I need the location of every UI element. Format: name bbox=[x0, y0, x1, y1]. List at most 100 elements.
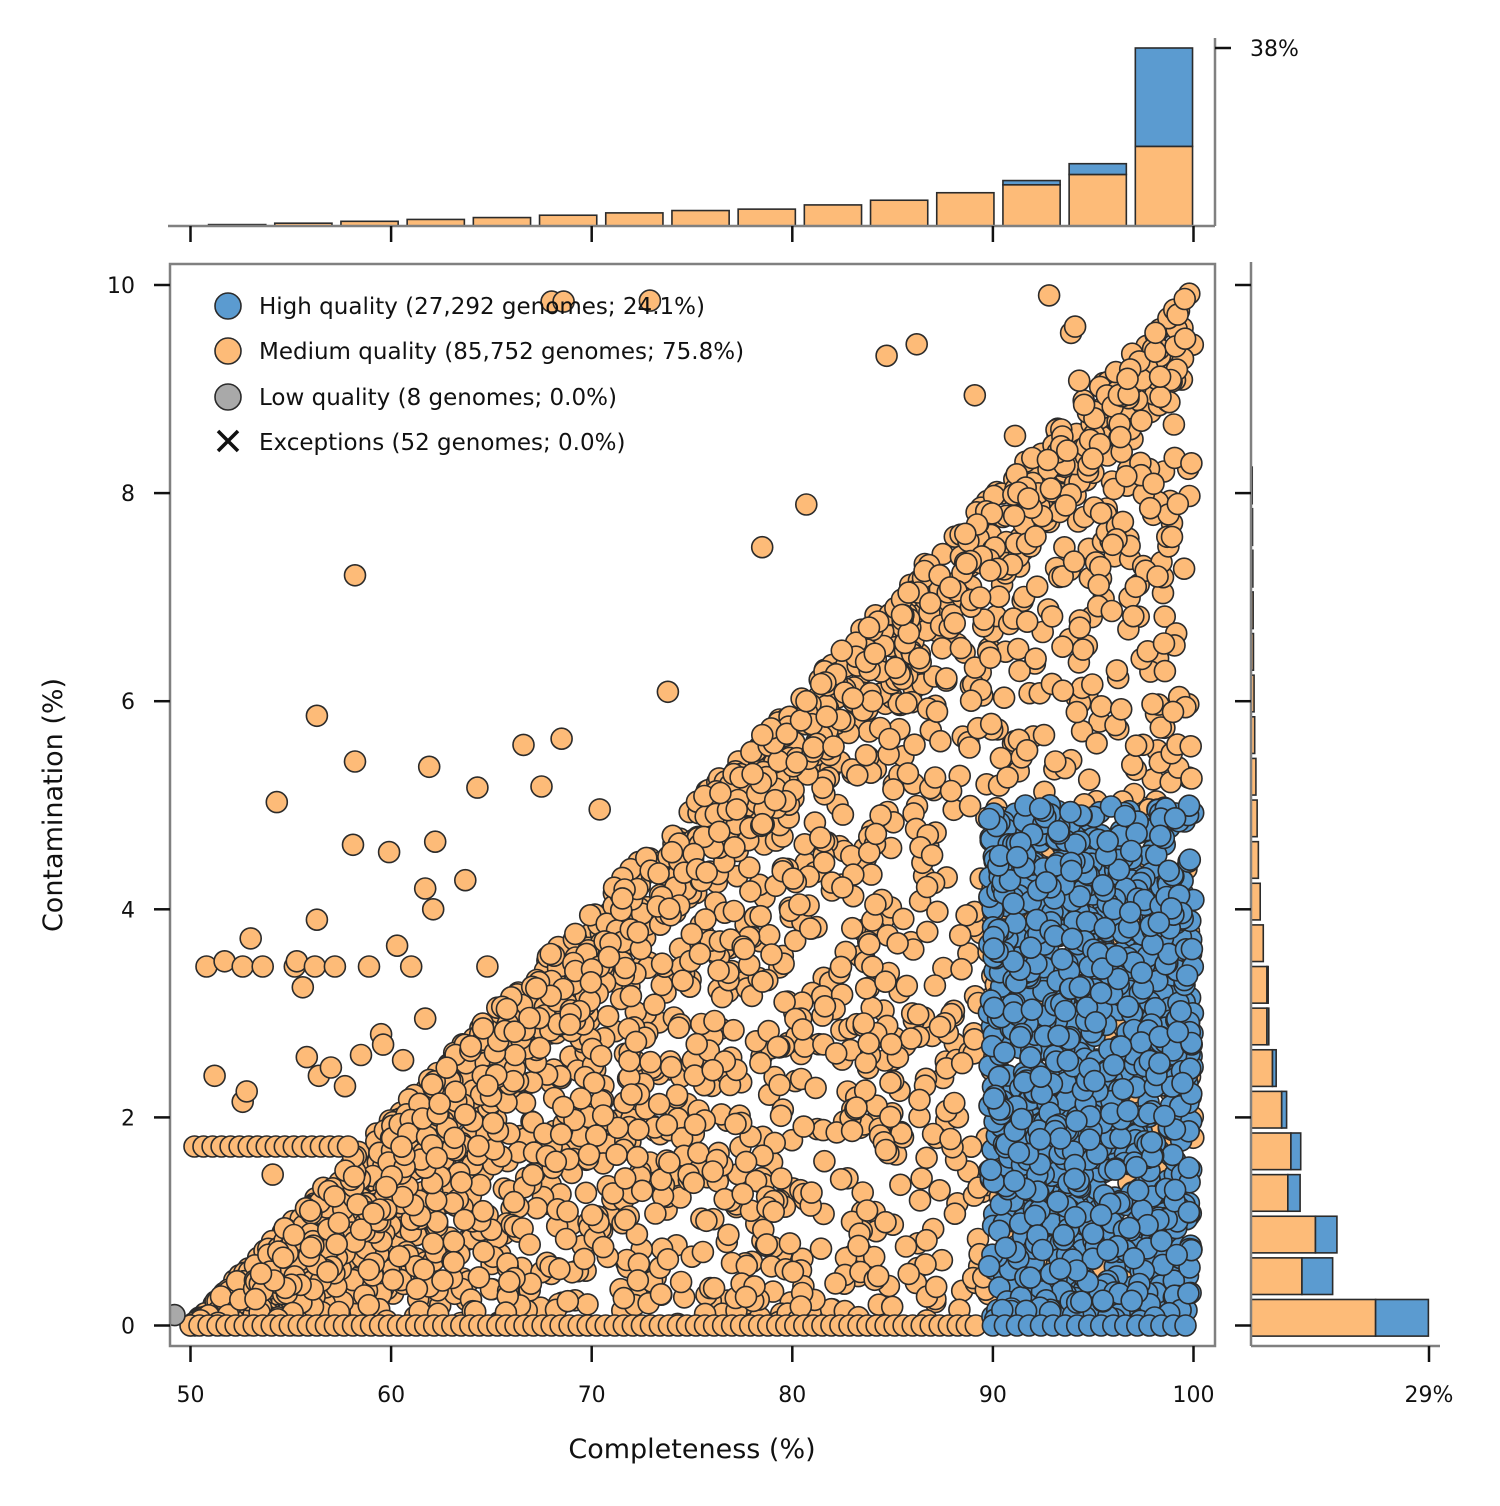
medium-quality-point bbox=[1172, 557, 1196, 581]
medium-quality-point bbox=[659, 1055, 683, 1079]
medium-quality-point bbox=[915, 1146, 938, 1170]
medium-quality-point bbox=[979, 712, 1003, 736]
legend-item-low-quality: Low quality (8 genomes; 0.0%) bbox=[214, 383, 617, 411]
medium-quality-point bbox=[671, 969, 694, 993]
medium-quality-point bbox=[626, 920, 650, 944]
high-quality-point bbox=[982, 996, 1006, 1020]
medium-quality-point bbox=[942, 1091, 966, 1115]
medium-quality-point bbox=[596, 1004, 620, 1028]
medium-quality-point bbox=[1003, 424, 1027, 448]
medium-quality-point bbox=[580, 1203, 604, 1227]
high-quality-point bbox=[998, 868, 1022, 892]
medium-quality-point bbox=[1051, 635, 1074, 659]
medium-quality-point bbox=[702, 1276, 726, 1300]
medium-quality-point bbox=[694, 908, 717, 931]
medium-quality-point bbox=[1109, 425, 1132, 449]
high-quality-point bbox=[1068, 975, 1092, 999]
medium-quality-point bbox=[423, 830, 447, 854]
medium-quality-point bbox=[591, 1104, 615, 1127]
medium-quality-point bbox=[795, 689, 818, 713]
high-quality-point bbox=[1165, 1243, 1188, 1267]
x-tick-label: 60 bbox=[377, 1383, 405, 1408]
high-quality-point bbox=[1091, 957, 1114, 980]
medium-quality-point bbox=[649, 1283, 673, 1306]
medium-quality-point bbox=[874, 1138, 898, 1162]
medium-quality-point bbox=[453, 868, 477, 892]
medium-quality-point bbox=[757, 923, 781, 947]
medium-quality-point bbox=[624, 1030, 648, 1054]
x-tick-label: 100 bbox=[1173, 1383, 1215, 1408]
medium-quality-point bbox=[385, 934, 409, 958]
high-quality-point bbox=[1109, 1035, 1133, 1058]
medium-quality-point bbox=[612, 1286, 636, 1310]
medium-quality-point bbox=[845, 763, 869, 787]
high-quality-point bbox=[979, 1158, 1003, 1181]
medium-quality-point bbox=[1051, 565, 1074, 588]
high-quality-point bbox=[1126, 1179, 1150, 1202]
medium-quality-point bbox=[874, 1210, 897, 1234]
medium-quality-point bbox=[924, 1275, 948, 1299]
high-quality-point bbox=[1081, 1222, 1105, 1245]
high-quality-point bbox=[1120, 1289, 1143, 1313]
marginal-x-bar-medium bbox=[737, 208, 797, 227]
high-quality-point bbox=[1109, 1126, 1132, 1150]
high-quality-point bbox=[1104, 1158, 1127, 1181]
medium-quality-point bbox=[606, 1116, 630, 1140]
medium-quality-point bbox=[886, 931, 909, 955]
medium-quality-point bbox=[521, 1163, 545, 1187]
medium-quality-point bbox=[588, 798, 612, 821]
medium-quality-point bbox=[357, 955, 381, 978]
medium-quality-point bbox=[1116, 367, 1139, 391]
medium-quality-point bbox=[327, 1211, 351, 1235]
medium-quality-point bbox=[265, 790, 289, 814]
medium-quality-point bbox=[950, 957, 973, 981]
legend-marker-high-quality bbox=[214, 292, 242, 320]
medium-quality-point bbox=[915, 875, 939, 899]
medium-quality-point bbox=[413, 877, 437, 900]
high-quality-point bbox=[1157, 859, 1180, 883]
medium-quality-point bbox=[908, 1088, 931, 1112]
medium-quality-point bbox=[863, 642, 887, 666]
high-quality-point bbox=[1153, 1104, 1176, 1128]
medium-quality-point bbox=[717, 1223, 740, 1247]
medium-quality-point bbox=[1002, 504, 1026, 528]
medium-quality-point bbox=[841, 686, 865, 710]
medium-quality-point bbox=[1081, 447, 1104, 470]
medium-quality-point bbox=[576, 1293, 599, 1316]
high-quality-point bbox=[1091, 1289, 1115, 1312]
high-quality-point bbox=[1166, 1020, 1190, 1044]
medium-quality-point bbox=[792, 1115, 816, 1138]
high-quality-point bbox=[1002, 892, 1025, 915]
medium-quality-point bbox=[722, 1018, 745, 1042]
high-quality-point bbox=[1023, 1204, 1047, 1228]
medium-quality-point bbox=[695, 1209, 718, 1233]
medium-quality-point bbox=[471, 1017, 495, 1040]
medium-quality-point bbox=[682, 1171, 706, 1195]
medium-quality-point bbox=[1032, 723, 1056, 747]
medium-quality-point bbox=[644, 1202, 667, 1225]
medium-quality-point bbox=[1100, 599, 1124, 623]
high-quality-point bbox=[1130, 961, 1153, 985]
marginal-x-ticks bbox=[189, 226, 1195, 242]
high-quality-point bbox=[1119, 839, 1143, 863]
marginal-histogram-x: 38% bbox=[168, 37, 1299, 242]
medium-quality-point bbox=[895, 974, 919, 998]
medium-quality-point bbox=[591, 1235, 615, 1259]
medium-quality-point bbox=[955, 903, 978, 927]
medium-quality-point bbox=[739, 880, 762, 903]
marginal-x-bar-medium bbox=[671, 209, 730, 227]
medium-quality-point bbox=[650, 973, 674, 997]
high-quality-point bbox=[1083, 1069, 1106, 1093]
high-quality-point bbox=[1148, 1051, 1171, 1075]
high-quality-point bbox=[1107, 967, 1130, 991]
medium-quality-point bbox=[907, 646, 931, 670]
high-quality-point bbox=[1052, 1223, 1075, 1247]
y-tick-label: 8 bbox=[121, 482, 135, 507]
high-quality-point bbox=[1163, 806, 1187, 830]
medium-quality-point bbox=[822, 735, 845, 758]
legend-item-exceptions: Exceptions (52 genomes; 0.0%) bbox=[216, 429, 625, 456]
medium-quality-point bbox=[1149, 716, 1173, 739]
medium-quality-point bbox=[894, 1235, 918, 1258]
high-quality-point bbox=[1064, 1205, 1087, 1229]
high-quality-point bbox=[1091, 873, 1115, 897]
